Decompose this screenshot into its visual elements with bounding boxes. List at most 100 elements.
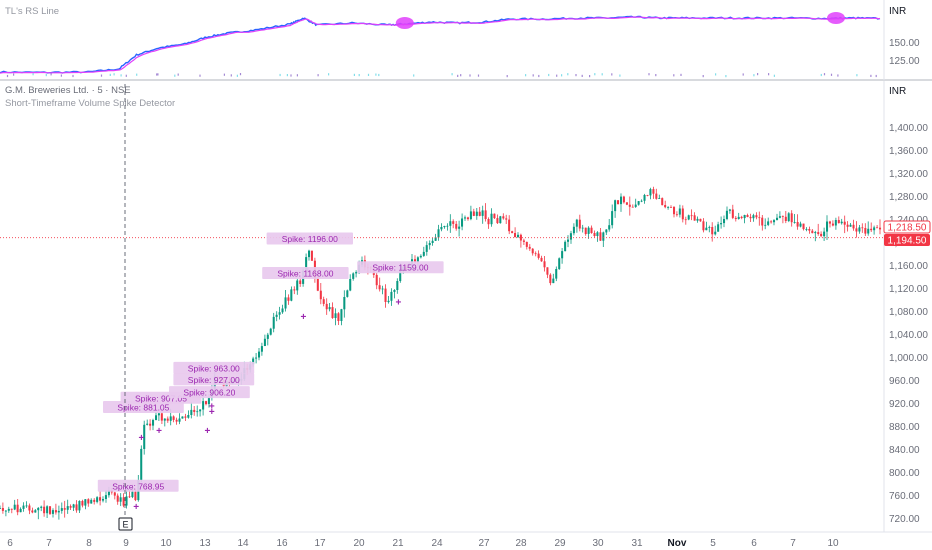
candle-body [63, 508, 66, 510]
candle-body [673, 207, 676, 215]
price-axis[interactable]: 1,400.00 1,360.00 1,320.00 1,280.00 1,240.00… [889, 123, 928, 525]
candle-body [484, 210, 487, 219]
volume-spike-indicator-title: Short-Timeframe Volume Spike Detector [5, 98, 175, 109]
rs-dot [223, 73, 225, 76]
rs-dot [673, 74, 675, 77]
time-tick-label: 27 [478, 538, 490, 549]
candle-body [419, 255, 422, 258]
rs-dot [358, 74, 360, 77]
volume-spike-label-text: Spike: 963.00 [188, 363, 240, 373]
rs-dot [469, 74, 471, 77]
candle-body [690, 215, 693, 217]
candle-body [187, 415, 190, 418]
rs-dot [725, 75, 727, 78]
candle-body [617, 200, 620, 205]
rs-dot [230, 74, 232, 77]
rs-dot [619, 74, 621, 77]
candle-body [720, 223, 723, 225]
time-axis[interactable]: 6 7 8 9 10 13 14 16 17 20 21 24 27 28 29 30 31 Nov 5 6 7 10 [7, 538, 839, 549]
candle-body [511, 231, 514, 234]
candle-body [790, 213, 793, 223]
rs-dot [594, 73, 596, 76]
time-tick-label: 5 [710, 538, 716, 549]
candle-body [699, 218, 702, 222]
rs-dot [768, 73, 770, 76]
candle-body [122, 497, 125, 506]
rs-dot [236, 74, 238, 77]
candle-body [761, 217, 764, 226]
volume-spike-label-text: Spike: 927.00 [188, 375, 240, 385]
price-tick-label: 1,240.00 [889, 215, 928, 226]
rs-dot [742, 73, 744, 76]
volume-spike-label: Spike: 963.00 [173, 361, 255, 374]
candle-body [572, 226, 575, 234]
candle-body [343, 297, 346, 310]
volume-spike-label: Spike: 1196.00 [266, 232, 353, 245]
candle-body [702, 221, 705, 231]
main-pane-currency: INR [889, 86, 906, 97]
candle-body [499, 216, 502, 224]
candle-body [160, 413, 163, 421]
time-tick-label: 10 [827, 538, 839, 549]
candle-body [25, 505, 28, 507]
price-tick-label: 840.00 [889, 445, 920, 456]
candle-body [581, 227, 584, 229]
candle-body [466, 217, 469, 220]
rs-dot [6, 74, 9, 78]
candle-body [708, 227, 711, 228]
candle-body [107, 490, 110, 496]
earnings-marker-label: E [122, 520, 128, 530]
time-tick-label: 31 [631, 538, 643, 549]
rs-dot [820, 73, 822, 77]
rs-dot [157, 73, 159, 76]
time-tick-label: 21 [392, 538, 404, 549]
rs-dot [136, 73, 138, 76]
candle-body [758, 217, 761, 219]
price-tick-label: 1,320.00 [889, 169, 928, 180]
rs-dot [773, 74, 775, 77]
volume-spike-label: Spike: 881.05 [103, 401, 184, 413]
candle-body [437, 229, 440, 238]
rs-dot [575, 74, 577, 77]
candle-body [325, 303, 328, 310]
candle-body [390, 291, 393, 301]
volume-spike-label-text: Spike: 768.95 [112, 481, 164, 491]
volume-spike-label-text: Spike: 1159.00 [372, 263, 428, 273]
price-tick-label: 1,080.00 [889, 307, 928, 318]
rs-dot [856, 74, 858, 77]
rs-indicator-title: TL's RS Line [5, 6, 59, 17]
rs-line-pane[interactable]: TL's RS Line INR 150.00 125.00 [0, 6, 920, 78]
candle-body [19, 508, 22, 513]
earnings-marker[interactable]: E [118, 517, 133, 531]
price-pane[interactable]: G.M. Breweries Ltd. · 5 · NSE Short-Time… [0, 85, 931, 525]
candle-body [814, 232, 817, 234]
rs-dot [680, 73, 682, 76]
candle-body [263, 338, 266, 346]
candle-body [319, 290, 322, 300]
price-tick-label: 1,160.00 [889, 261, 928, 272]
rs-dot [328, 73, 330, 76]
candle-body [805, 229, 808, 230]
candle-body [69, 506, 72, 508]
candle-body [584, 227, 587, 234]
candle-body [272, 316, 275, 329]
volume-spike-labels: Spike: 768.95 + Spike: 881.05 + Spike: 907.0… [97, 232, 444, 513]
candle-body [258, 351, 261, 358]
candle-body [143, 424, 146, 449]
rs-dot [702, 75, 704, 78]
candle-body [490, 213, 493, 225]
candle-body [596, 232, 599, 236]
candle-body [746, 215, 749, 217]
candle-body [502, 216, 505, 219]
candle-body [611, 211, 614, 226]
candle-body [664, 205, 667, 208]
candle-body [140, 448, 143, 480]
candle-body [299, 280, 302, 284]
candle-body [316, 278, 319, 291]
candle-body [631, 206, 634, 208]
candle-body [49, 506, 52, 514]
candle-body [828, 221, 831, 224]
candle-body [599, 232, 602, 241]
candle-body [37, 507, 40, 511]
rs-dot [100, 74, 103, 77]
